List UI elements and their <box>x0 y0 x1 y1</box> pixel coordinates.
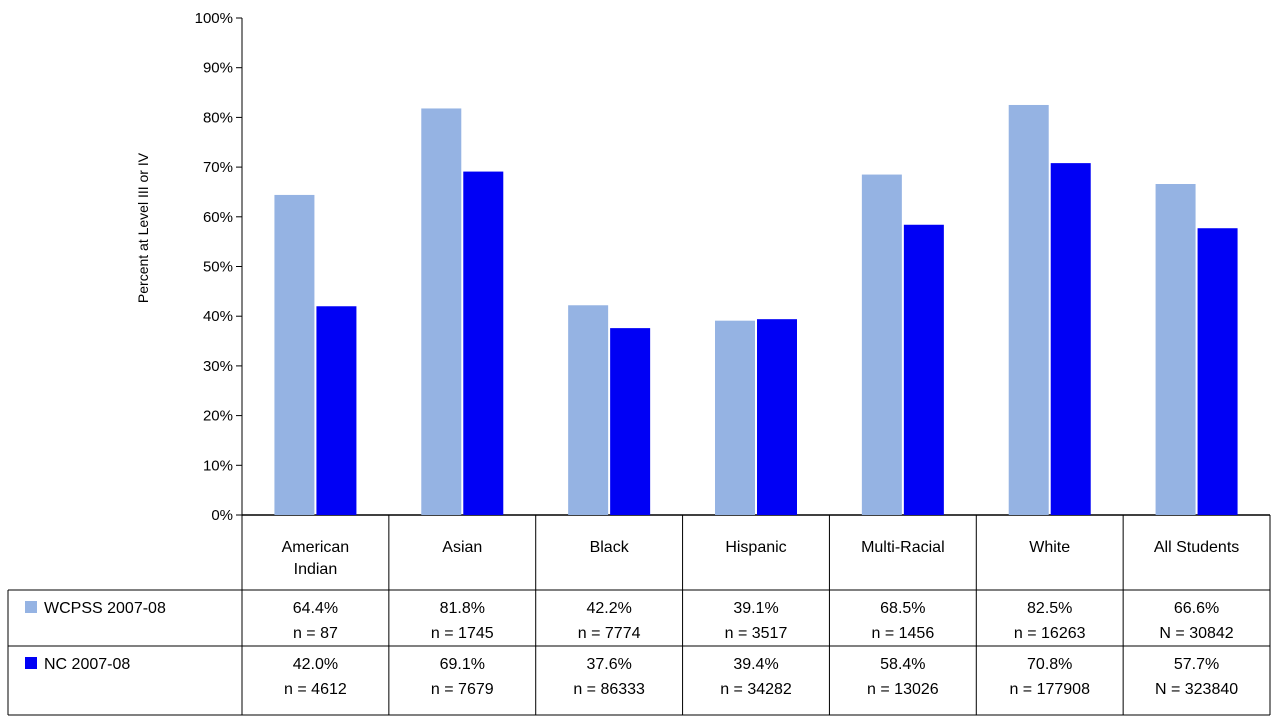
value-label: 42.2% <box>586 600 631 617</box>
value-label: 57.7% <box>1174 656 1219 673</box>
y-tick-label: 10% <box>203 457 233 474</box>
count-label: n = 87 <box>293 625 338 642</box>
category-label: White <box>1029 539 1070 556</box>
bar-wcpss <box>274 194 315 515</box>
y-tick-label: 40% <box>203 308 233 325</box>
count-label: n = 86333 <box>573 681 645 698</box>
legend-swatch <box>25 601 37 613</box>
category-label: Hispanic <box>725 539 786 556</box>
value-label: 68.5% <box>880 600 925 617</box>
bar-nc <box>316 306 357 515</box>
bar-wcpss <box>568 305 609 515</box>
count-label: N = 30842 <box>1159 625 1233 642</box>
y-tick-label: 30% <box>203 358 233 375</box>
legend-label: WCPSS 2007-08 <box>44 600 166 617</box>
value-label: 64.4% <box>293 600 338 617</box>
category-label: All Students <box>1154 539 1239 556</box>
bar-nc <box>1197 228 1238 515</box>
y-tick-label: 100% <box>195 10 233 27</box>
count-label: n = 1456 <box>871 625 934 642</box>
value-label: 42.0% <box>293 656 338 673</box>
bar-nc <box>1050 163 1091 515</box>
count-label: n = 7679 <box>431 681 494 698</box>
bar-wcpss <box>1155 183 1196 516</box>
value-label: 70.8% <box>1027 656 1072 673</box>
category-label: Indian <box>294 561 338 578</box>
y-axis-label: Percent at Level III or IV <box>135 152 151 303</box>
category-label: Multi-Racial <box>861 539 945 556</box>
value-label: 58.4% <box>880 656 925 673</box>
count-label: n = 177908 <box>1009 681 1090 698</box>
y-tick-label: 0% <box>211 507 233 524</box>
value-label: 82.5% <box>1027 600 1072 617</box>
count-label: n = 1745 <box>431 625 494 642</box>
y-axis: 0% 10% 20% 30% 40% 50% 60% 70% 80% 90% 100% <box>195 10 1270 524</box>
bar-nc <box>463 171 504 515</box>
bar-wcpss <box>715 320 755 515</box>
count-label: n = 3517 <box>725 625 788 642</box>
bar-wcpss <box>861 174 902 515</box>
y-tick-label: 90% <box>203 60 233 77</box>
category-label: Black <box>590 539 630 556</box>
category-label: American <box>282 539 350 556</box>
bar-nc <box>610 328 651 515</box>
y-tick-label: 60% <box>203 209 233 226</box>
legend-label: NC 2007-08 <box>44 656 130 673</box>
value-label: 37.6% <box>586 656 631 673</box>
value-label: 39.4% <box>733 656 778 673</box>
legend-swatch <box>25 657 37 669</box>
count-label: n = 34282 <box>720 681 792 698</box>
value-label: 81.8% <box>440 600 485 617</box>
y-tick-label: 20% <box>203 408 233 425</box>
count-label: n = 13026 <box>867 681 939 698</box>
y-tick-label: 80% <box>203 109 233 126</box>
bar-nc <box>757 319 797 515</box>
y-tick-label: 50% <box>203 259 233 276</box>
count-label: n = 7774 <box>578 625 641 642</box>
count-label: n = 4612 <box>284 681 347 698</box>
bar-wcpss <box>421 108 462 515</box>
bar-nc <box>903 224 944 515</box>
bar-wcpss <box>1008 104 1049 515</box>
value-label: 69.1% <box>440 656 485 673</box>
y-tick-label: 70% <box>203 159 233 176</box>
value-label: 66.6% <box>1174 600 1219 617</box>
bars <box>274 104 1238 516</box>
data-table: American Indian Asian Black Hispanic Multi-Ra… <box>7 515 1271 716</box>
category-label: Asian <box>442 539 482 556</box>
count-label: n = 16263 <box>1014 625 1086 642</box>
value-label: 39.1% <box>733 600 778 617</box>
count-label: N = 323840 <box>1155 681 1238 698</box>
